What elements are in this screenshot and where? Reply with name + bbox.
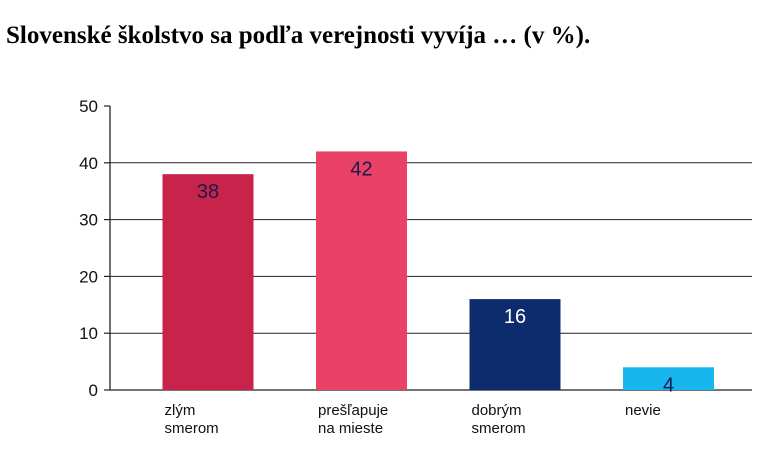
category-label: dobrým <box>472 402 522 419</box>
category-label: smerom <box>165 420 219 437</box>
category-label: smerom <box>472 420 526 437</box>
bar <box>623 367 714 390</box>
data-label: 16 <box>504 306 526 328</box>
y-tick-label: 0 <box>89 381 98 400</box>
bar <box>162 174 254 390</box>
chart-title: Slovenské školstvo sa podľa verejnosti v… <box>6 22 591 49</box>
y-tick-label: 20 <box>79 267 98 286</box>
y-tick-label: 40 <box>79 154 98 173</box>
category-label: nevie <box>625 402 661 419</box>
bar <box>469 299 561 390</box>
data-label: 42 <box>350 158 372 180</box>
bar <box>316 151 407 390</box>
category-label: zlým <box>165 402 196 419</box>
data-label: 38 <box>197 181 219 203</box>
category-label: prešľapuje <box>318 402 388 419</box>
y-tick-label: 30 <box>79 211 98 230</box>
data-label: 4 <box>663 374 674 396</box>
y-tick-label: 50 <box>79 97 98 116</box>
category-label: na mieste <box>318 420 383 437</box>
y-tick-label: 10 <box>79 324 98 343</box>
